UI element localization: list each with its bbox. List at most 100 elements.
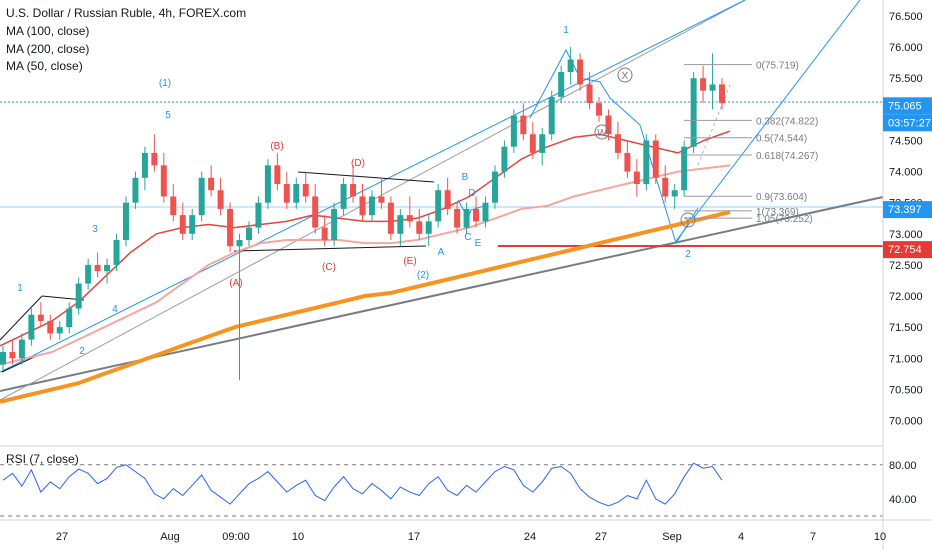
price-tick-label: 70.500	[889, 384, 923, 396]
price-tick-label: 72.500	[889, 260, 923, 272]
countdown-badge-bg	[883, 114, 932, 132]
wave-label-4: 4	[112, 304, 118, 315]
candle-body	[170, 196, 177, 216]
candle-body	[9, 352, 16, 359]
wave-label-Y: Y	[685, 216, 692, 227]
hline-price-badge-bg	[883, 201, 932, 219]
wave-label-(D): (D)	[351, 158, 365, 169]
time-tick-label: 10	[874, 531, 886, 543]
wave-labels: (1) 5 3 4 1 2 A B C D E (2) 1 2 W X Y (A) (B) (C) (D) (E)	[17, 25, 696, 357]
fib-level-label: 0.5(74.544)	[756, 134, 807, 145]
candle-body	[690, 78, 697, 147]
wave-label-2: 2	[685, 249, 691, 260]
time-tick-label: Aug	[160, 531, 180, 543]
candle-body	[283, 184, 290, 203]
time-tick-label: 27	[56, 531, 68, 543]
candle-body	[113, 240, 120, 265]
candle-body	[293, 184, 300, 203]
candle-body	[652, 140, 659, 178]
candle-body	[302, 184, 309, 197]
wave-label-(E): (E)	[403, 256, 416, 267]
candle-body	[577, 59, 584, 85]
price-tick-label: 72.000	[889, 291, 923, 303]
candle-body	[624, 152, 631, 172]
fib-level-label: 1.05(73.252)	[756, 214, 813, 225]
candle-body	[47, 320, 54, 334]
candle-body	[416, 221, 423, 234]
candle-body	[255, 202, 262, 228]
candle-body	[359, 196, 366, 216]
candle-body	[160, 165, 167, 197]
price-tick-label: 76.500	[889, 11, 923, 23]
fib-level-label: 0(75.719)	[756, 61, 799, 72]
wave-label-1: 1	[17, 283, 23, 294]
price-tick-label: 74.500	[889, 135, 923, 147]
time-tick-label: 17	[408, 531, 420, 543]
candle-body	[605, 115, 612, 135]
wave-circle	[680, 212, 696, 228]
price-tick-label: 71.000	[889, 353, 923, 365]
wxy-path	[529, 48, 699, 245]
candle-body	[179, 215, 186, 234]
fib-level-label: 0.382(74.822)	[756, 116, 818, 127]
countdown-badge: 03:57:27	[888, 117, 931, 129]
candle-body	[312, 196, 319, 228]
candle-body	[529, 134, 536, 153]
time-tick-label: 09:00	[222, 531, 250, 543]
candle-body	[425, 221, 432, 234]
triangle-bottom	[233, 245, 427, 252]
candle-body	[274, 165, 281, 185]
price-tick-label: 75.500	[889, 73, 923, 85]
wave-label-X: X	[622, 71, 629, 82]
fib-level-label: 0.618(74.267)	[756, 151, 818, 162]
candle-body	[104, 264, 111, 272]
candle-body	[539, 134, 546, 153]
legend-ma100[interactable]: MA (100, close)	[6, 24, 90, 38]
candle-body	[633, 171, 640, 185]
ma200-line	[0, 210, 731, 404]
wave-label-(A): (A)	[229, 278, 242, 289]
candle-body	[151, 152, 158, 166]
candle-body	[596, 103, 603, 116]
candle-body	[56, 327, 63, 334]
candle-body	[122, 202, 129, 241]
candle-body	[208, 177, 215, 191]
ma100-line	[0, 164, 731, 366]
wave-circle	[617, 67, 633, 83]
candle-body	[378, 196, 385, 203]
wave-label-C: C	[464, 232, 471, 243]
legend-ma50[interactable]: MA (50, close)	[6, 59, 83, 73]
price-tick-label: 76.000	[889, 42, 923, 54]
candle-body	[482, 202, 489, 222]
candle-body	[85, 264, 92, 284]
candle-body	[719, 84, 725, 104]
rsi-tick-label: 40.00	[889, 494, 917, 506]
candle-body	[473, 208, 480, 222]
trendline-blue-steep	[675, 0, 861, 242]
current-price-badge-bg	[883, 97, 932, 115]
candle-body	[614, 134, 621, 153]
time-tick-label: 4	[738, 531, 744, 543]
hline-price-badge: 73.397	[888, 204, 922, 216]
candle-body	[709, 84, 716, 91]
price-tick-label: 70.000	[889, 416, 923, 428]
time-tick-label: 24	[524, 531, 536, 543]
legend-ma200[interactable]: MA (200, close)	[6, 42, 90, 56]
wave-label-W: W	[597, 128, 607, 139]
candle-body	[643, 140, 650, 185]
wave-label-E: E	[475, 238, 482, 249]
candle-body	[548, 96, 555, 135]
candle-body	[132, 177, 139, 203]
candle-body	[75, 283, 82, 309]
price-axis: 76.50076.00075.50075.00074.50074.00073.5…	[882, 0, 932, 550]
triangle-top	[297, 171, 435, 183]
fibonacci-levels: 0(75.719) 0.382(74.822) 0.5(74.544) 0.618(7…	[684, 61, 818, 225]
chart-title: U.S. Dollar / Russian Ruble, 4h, FOREX.c…	[6, 6, 247, 20]
candle-body	[387, 202, 394, 234]
candle-body	[227, 208, 234, 247]
rsi-legend[interactable]: RSI (7, close)	[6, 452, 79, 466]
candle-body	[681, 146, 688, 191]
fib-level-label: 0.9(73.604)	[756, 192, 807, 203]
candle-body	[501, 146, 508, 172]
